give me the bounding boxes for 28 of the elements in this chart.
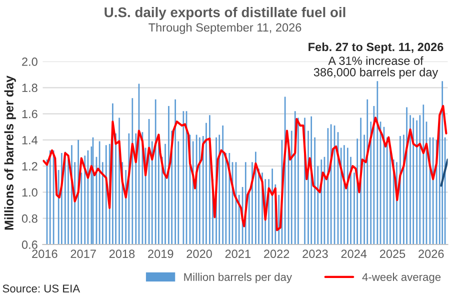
y-tick-label: 0.8 <box>22 214 38 223</box>
y-tick-label: 1.6 <box>22 110 38 118</box>
chart-subtitle: Through September 11, 2026 <box>148 23 302 34</box>
annotation: A 31% increase of 386,000 barrels per day <box>314 56 438 79</box>
x-tick-label: 2017 <box>70 250 96 258</box>
x-tick-label: 2024 <box>341 250 367 258</box>
x-tick-label: 2025 <box>380 250 406 258</box>
legend-label: Million barrels per day <box>184 272 292 284</box>
y-tick-label: 1.0 <box>22 188 38 197</box>
source-note: Source: US EIA <box>2 284 80 292</box>
y-tick-label: 2.0 <box>22 58 38 66</box>
y-tick-label: 1.2 <box>22 162 38 170</box>
y-tick-label: 0.6 <box>22 240 38 249</box>
y-tick-label: 1.4 <box>22 136 38 144</box>
x-tick-label: 2016 <box>32 250 58 258</box>
x-tick-label: 2022 <box>264 250 290 258</box>
legend-label: 4-week average <box>362 272 441 284</box>
line-series <box>42 104 448 232</box>
x-tick-label: 2021 <box>225 250 250 258</box>
x-tick-label: 2023 <box>302 250 328 258</box>
text: Feb. 27 to Sept. 11, 2026 <box>308 42 444 54</box>
x-tick-label: 2020 <box>186 250 212 258</box>
x-tick-label: 2026 <box>418 250 444 258</box>
x-tick-label: 2018 <box>109 250 135 258</box>
y-axis-title: Millions of barrels per day <box>4 76 16 230</box>
y-tick-label: 1.8 <box>22 84 38 92</box>
x-tick-label: 2019 <box>148 250 174 258</box>
chart-title: U.S. daily exports of distillate fuel oil <box>104 7 346 20</box>
